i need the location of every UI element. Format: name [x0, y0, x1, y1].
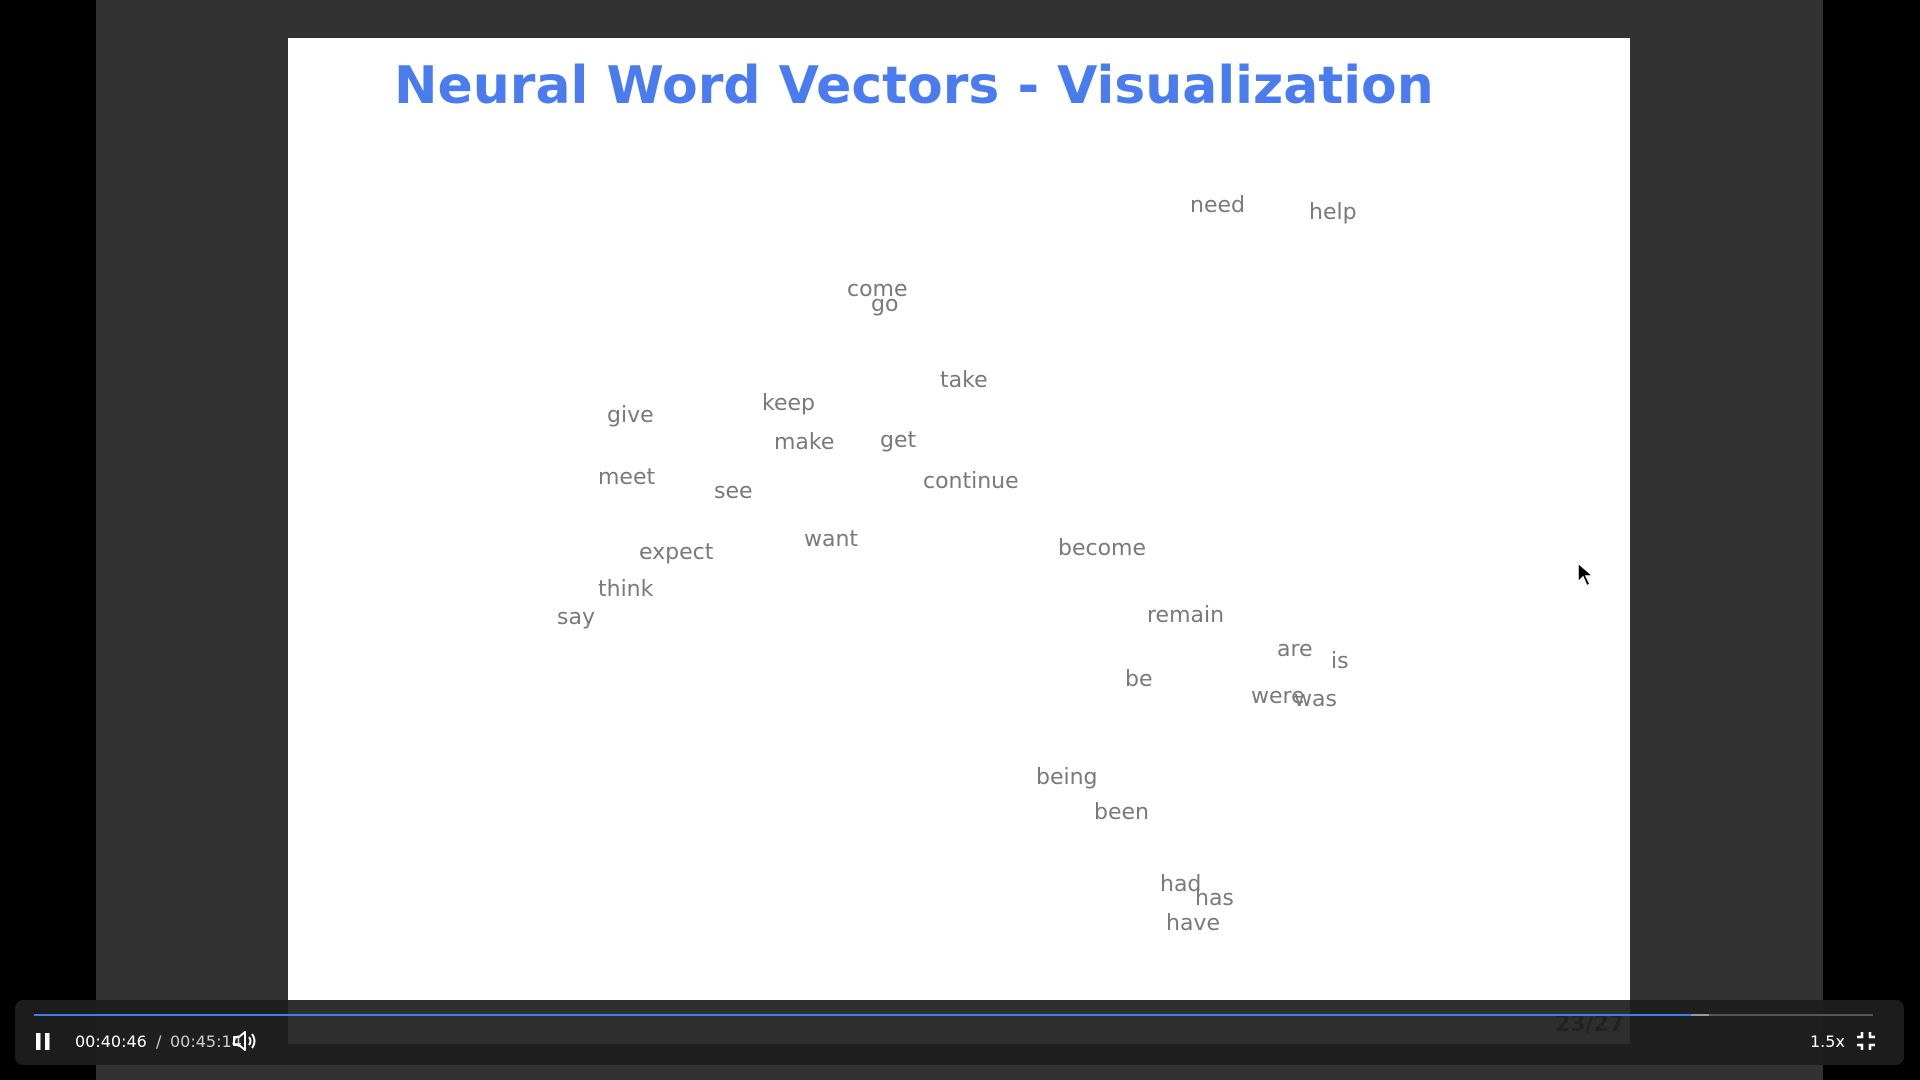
- player-controls: 00:40:46 / 00:45:14 1.5x: [15, 1000, 1904, 1065]
- word-label: get: [880, 428, 917, 453]
- word-label: been: [1094, 800, 1149, 825]
- pause-button[interactable]: [33, 1031, 53, 1053]
- word-label: keep: [762, 391, 815, 416]
- word-label: have: [1166, 911, 1220, 936]
- word-label: need: [1190, 193, 1245, 218]
- word-label: help: [1309, 200, 1357, 225]
- word-label: want: [804, 527, 859, 552]
- word-label: continue: [923, 469, 1019, 494]
- word-label: take: [940, 368, 988, 393]
- progress-played: [34, 1014, 1691, 1016]
- word-label: meet: [598, 465, 656, 490]
- word-label: become: [1058, 536, 1147, 561]
- word-label: think: [598, 577, 654, 602]
- word-label: say: [557, 605, 595, 630]
- slide: Neural Word Vectors - Visualization need…: [288, 38, 1630, 1044]
- exit-fullscreen-button[interactable]: [1855, 1030, 1877, 1052]
- word-label: go: [871, 292, 899, 317]
- word-label: see: [714, 479, 753, 504]
- duration: 00:45:14: [170, 1032, 242, 1051]
- word-label: being: [1036, 765, 1098, 790]
- word-label: had: [1160, 872, 1202, 897]
- word-label: is: [1331, 649, 1349, 674]
- word-label: was: [1294, 687, 1337, 712]
- time-separator: /: [156, 1032, 162, 1051]
- word-label: has: [1195, 886, 1234, 911]
- slide-title: Neural Word Vectors - Visualization: [394, 56, 1434, 116]
- word-label: make: [774, 430, 835, 455]
- word-label: expect: [639, 540, 714, 565]
- word-label: come: [847, 277, 908, 302]
- word-label: were: [1251, 684, 1305, 709]
- playback-speed[interactable]: 1.5x: [1810, 1032, 1845, 1051]
- word-label: are: [1277, 637, 1313, 662]
- mouse-cursor: [1577, 562, 1596, 588]
- current-time: 00:40:46: [75, 1032, 147, 1051]
- word-label: remain: [1147, 603, 1225, 628]
- word-label: be: [1125, 667, 1153, 692]
- volume-button[interactable]: [231, 1029, 259, 1053]
- word-label: give: [607, 403, 654, 428]
